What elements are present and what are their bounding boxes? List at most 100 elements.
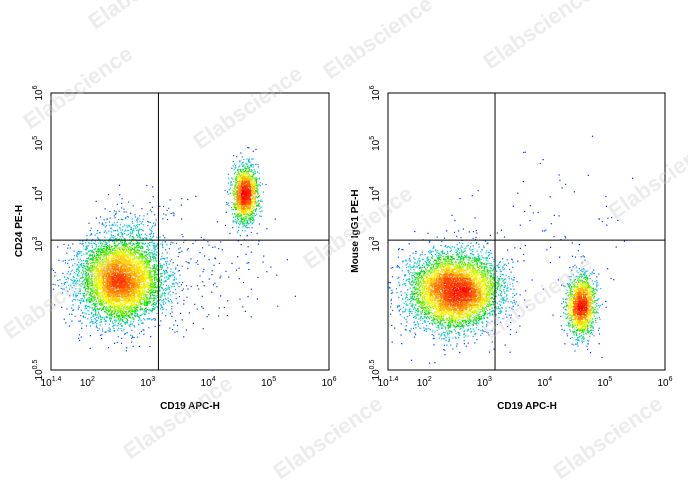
event-dot — [67, 278, 69, 280]
event-dot — [120, 232, 122, 234]
event-dot — [137, 280, 139, 282]
event-dot — [130, 251, 132, 253]
event-dot — [214, 246, 216, 248]
event-dot — [93, 299, 95, 301]
event-dot — [148, 318, 150, 320]
event-dot — [125, 318, 127, 320]
event-dot — [157, 285, 159, 287]
event-dot — [250, 212, 252, 214]
event-dot — [136, 250, 138, 252]
event-dot — [94, 289, 96, 291]
event-dot — [155, 257, 157, 259]
event-dot — [88, 297, 90, 299]
event-dot — [65, 322, 67, 324]
event-dot — [241, 218, 243, 220]
event-dot — [123, 248, 125, 250]
event-dot — [120, 327, 122, 330]
event-dot — [237, 204, 239, 206]
event-dot — [79, 339, 81, 342]
event-dot — [110, 238, 112, 241]
event-dot — [229, 184, 231, 186]
event-dot — [252, 195, 254, 197]
event-dot — [68, 284, 70, 286]
event-dot — [158, 302, 160, 304]
event-dot — [144, 268, 146, 270]
event-dot — [251, 200, 253, 202]
event-dot — [245, 167, 247, 169]
event-dot — [166, 272, 168, 274]
event-dot — [187, 268, 189, 270]
event-dot — [101, 222, 104, 224]
event-dot — [143, 296, 145, 298]
event-dot — [176, 324, 179, 327]
event-dot — [136, 245, 138, 247]
event-dot — [259, 205, 261, 207]
event-dot — [150, 241, 152, 243]
event-dot — [142, 243, 144, 245]
event-dot — [119, 194, 121, 196]
event-dot — [82, 315, 84, 317]
event-dot — [142, 218, 144, 220]
event-dot — [187, 248, 189, 250]
event-dot — [110, 248, 112, 251]
event-dot — [236, 208, 238, 210]
event-dot — [82, 300, 84, 302]
event-dot — [132, 298, 134, 300]
event-dot — [159, 236, 161, 238]
event-dot — [118, 305, 120, 307]
event-dot — [99, 301, 101, 303]
event-dot — [76, 283, 78, 285]
event-dot — [96, 305, 98, 307]
event-dot — [146, 282, 148, 284]
event-dot — [153, 317, 155, 320]
event-dot — [153, 255, 155, 257]
event-dot — [136, 274, 138, 276]
event-dot — [99, 303, 101, 305]
event-dot — [252, 219, 254, 221]
event-dot — [68, 325, 71, 327]
event-dot — [148, 291, 150, 293]
event-dot — [93, 294, 95, 296]
event-dot — [237, 215, 239, 217]
event-dot — [242, 177, 244, 179]
event-dot — [133, 250, 135, 252]
event-dot — [73, 272, 75, 274]
event-dot — [110, 312, 112, 314]
event-dot — [96, 303, 98, 305]
event-dot — [104, 208, 106, 210]
event-dot — [128, 300, 130, 302]
event-dot — [127, 256, 129, 258]
event-dot — [52, 283, 54, 285]
event-dot — [83, 287, 85, 289]
event-dot — [147, 249, 150, 251]
event-dot — [122, 236, 124, 238]
event-dot — [250, 217, 252, 219]
event-dot — [111, 314, 113, 316]
event-dot — [136, 236, 139, 238]
event-dot — [259, 211, 261, 213]
event-dot — [247, 147, 249, 149]
event-dot — [72, 276, 74, 278]
event-dot — [86, 238, 88, 240]
event-dot — [241, 211, 244, 213]
event-dot — [96, 327, 98, 329]
event-dot — [128, 324, 130, 326]
event-dot — [131, 255, 133, 257]
event-dot — [154, 270, 156, 272]
event-dot — [78, 272, 80, 274]
event-dot — [172, 262, 174, 264]
event-dot — [76, 252, 78, 254]
event-dot — [91, 296, 93, 298]
event-dot — [155, 304, 157, 306]
event-dot — [100, 303, 102, 305]
event-dot — [112, 256, 114, 258]
event-dot — [237, 171, 239, 173]
event-dot — [116, 248, 118, 250]
event-dot — [116, 246, 118, 248]
event-dot — [104, 240, 106, 242]
event-dot — [125, 263, 127, 265]
event-dot — [92, 256, 94, 259]
event-dot — [132, 310, 134, 312]
event-dot — [232, 227, 234, 229]
event-dot — [238, 229, 240, 232]
